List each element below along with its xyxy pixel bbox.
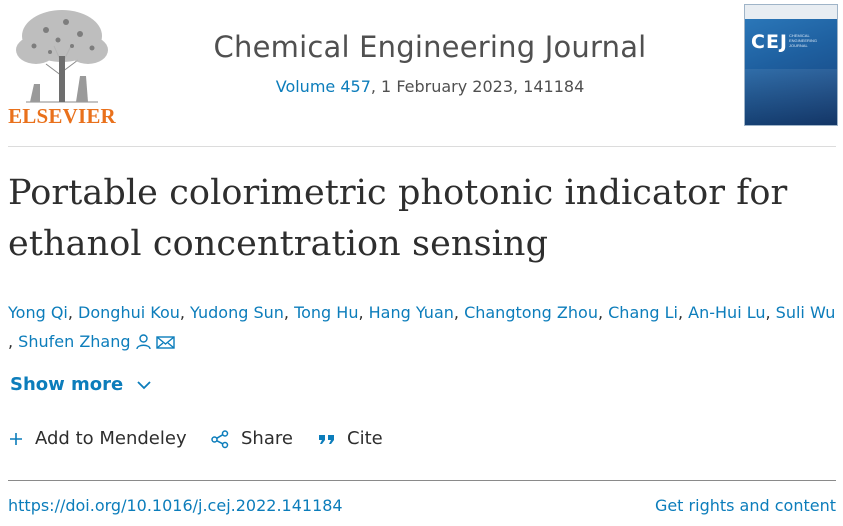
cover-artwork — [745, 69, 837, 125]
chevron-down-icon — [136, 381, 151, 390]
footer-divider — [8, 480, 836, 481]
author-link[interactable]: Donghui Kou — [78, 303, 180, 322]
add-to-mendeley-label: Add to Mendeley — [35, 428, 187, 449]
author-separator: , — [283, 303, 295, 322]
get-rights-link[interactable]: Get rights and content — [654, 496, 836, 515]
cover-logo: CEJ — [751, 31, 788, 53]
issue-date-article-number: , 1 February 2023, 141184 — [370, 77, 585, 96]
cite-label: Cite — [347, 428, 383, 449]
show-more-label: Show more — [10, 374, 124, 395]
plus-icon — [8, 431, 24, 447]
share-button[interactable]: Share — [210, 428, 293, 449]
author-link[interactable]: Suli Wu — [775, 303, 836, 322]
author-list: Yong Qi, Donghui Kou, Yudong Sun, Tong H… — [8, 298, 838, 359]
journal-title[interactable]: Chemical Engineering Journal — [213, 30, 647, 64]
header-divider — [8, 146, 836, 147]
author-link[interactable]: Yong Qi — [8, 303, 68, 322]
elsevier-logo[interactable]: ELSEVIER — [6, 6, 118, 130]
envelope-icon[interactable] — [155, 330, 175, 359]
author-separator: , — [453, 303, 465, 322]
share-label: Share — [241, 428, 293, 449]
author-separator: , — [358, 303, 369, 322]
show-more-button[interactable]: Show more — [10, 374, 152, 395]
volume-link[interactable]: Volume 457 — [275, 77, 371, 96]
author-link[interactable]: Hang Yuan — [368, 303, 454, 322]
author-link[interactable]: Changtong Zhou — [464, 303, 598, 322]
cover-top-band — [745, 5, 837, 19]
author-separator: , — [8, 332, 19, 351]
elsevier-tree-icon — [16, 10, 108, 103]
add-to-mendeley-button[interactable]: Add to Mendeley — [8, 428, 187, 449]
article-title: Portable colorimetric photonic indicator… — [8, 173, 788, 264]
cite-button[interactable]: Cite — [318, 428, 383, 449]
cover-subtitle: Chemical Engineering Journal — [789, 33, 818, 48]
author-separator: , — [765, 303, 776, 322]
author-separator: , — [597, 303, 609, 322]
author-separator: , — [67, 303, 79, 322]
quote-icon — [318, 431, 336, 447]
person-icon[interactable] — [135, 330, 152, 359]
journal-issue-info: Volume 457, 1 February 2023, 141184 — [130, 77, 730, 96]
author-link[interactable]: Tong Hu — [294, 303, 359, 322]
author-separator: , — [677, 303, 689, 322]
author-link[interactable]: Shufen Zhang — [18, 332, 131, 351]
share-icon — [210, 429, 230, 449]
journal-cover-image[interactable]: CEJ Chemical Engineering Journal — [745, 5, 837, 125]
author-separator: , — [179, 303, 191, 322]
author-link[interactable]: An-Hui Lu — [688, 303, 766, 322]
elsevier-wordmark: ELSEVIER — [8, 104, 116, 128]
author-link[interactable]: Chang Li — [608, 303, 678, 322]
author-link[interactable]: Yudong Sun — [190, 303, 284, 322]
doi-link[interactable]: https://doi.org/10.1016/j.cej.2022.14118… — [8, 496, 343, 515]
